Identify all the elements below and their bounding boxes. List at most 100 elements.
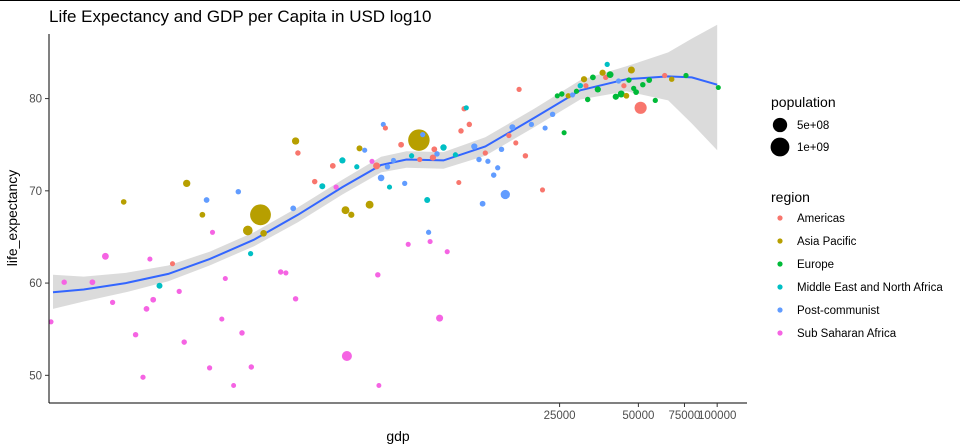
smooth-line-layer — [52, 75, 718, 294]
data-point — [248, 364, 255, 370]
data-point — [339, 157, 346, 164]
data-point — [219, 316, 225, 322]
data-point — [482, 150, 488, 156]
data-point — [466, 121, 473, 128]
data-point — [405, 241, 411, 247]
legend: population region 5e+08 1e+09 Americas Asia… — [770, 94, 943, 340]
data-point — [594, 86, 601, 93]
data-point — [573, 88, 580, 94]
x-tick-label: 75000 — [668, 410, 700, 422]
data-point — [444, 249, 450, 255]
data-point — [377, 174, 385, 182]
top-border-line — [0, 0, 960, 1]
data-point — [384, 164, 391, 170]
size-legend-key — [770, 137, 790, 157]
data-point — [599, 69, 606, 76]
data-point — [373, 162, 381, 170]
data-point — [590, 74, 596, 81]
data-point — [623, 92, 630, 99]
data-point — [626, 77, 632, 83]
data-point — [554, 93, 560, 99]
data-point — [498, 146, 505, 153]
x-axis-title: gdp — [386, 428, 410, 444]
data-point — [652, 97, 658, 104]
data-point — [434, 151, 440, 157]
color-legend-key — [777, 238, 783, 244]
data-point — [452, 152, 459, 158]
data-point — [382, 125, 388, 131]
data-point — [513, 140, 519, 146]
size-legend-label: 1e+09 — [797, 142, 829, 154]
data-point — [231, 383, 237, 388]
data-point — [176, 288, 182, 295]
data-point — [565, 93, 572, 99]
points-layer — [48, 61, 721, 388]
data-point — [247, 250, 254, 257]
data-point — [329, 163, 336, 169]
data-point — [458, 128, 464, 134]
data-point — [120, 199, 127, 205]
data-point — [580, 76, 588, 83]
smooth-line — [52, 75, 718, 294]
data-point — [539, 187, 546, 193]
data-point — [140, 374, 146, 380]
data-point — [633, 89, 639, 95]
data-point — [199, 211, 206, 218]
data-point — [583, 83, 589, 89]
color-legend-title: region — [771, 189, 810, 205]
data-point — [506, 132, 512, 139]
data-point — [386, 184, 393, 190]
data-point — [398, 141, 404, 148]
data-point — [390, 157, 397, 163]
data-point — [490, 172, 497, 178]
data-point — [203, 197, 210, 203]
data-point — [627, 66, 635, 74]
data-point — [456, 179, 462, 186]
color-legend-label: Asia Pacific — [797, 236, 857, 248]
data-point — [577, 82, 584, 89]
data-point — [615, 78, 622, 84]
data-point — [561, 130, 567, 136]
data-point — [181, 339, 187, 345]
data-point — [516, 86, 522, 93]
data-point — [479, 200, 486, 207]
data-point — [662, 72, 668, 79]
color-legend-key — [777, 330, 783, 336]
data-point — [495, 165, 501, 171]
data-point — [109, 299, 116, 306]
data-point — [471, 143, 478, 150]
data-point — [311, 178, 318, 185]
data-point — [291, 137, 300, 145]
axes-layer — [48, 34, 747, 404]
data-point — [61, 279, 67, 285]
data-point — [417, 156, 423, 163]
data-point — [375, 272, 381, 278]
data-point — [463, 105, 469, 111]
data-point — [634, 101, 647, 114]
data-point — [621, 83, 627, 89]
data-point — [376, 383, 382, 388]
data-point — [420, 131, 426, 138]
data-point — [528, 121, 535, 128]
data-point — [222, 275, 228, 282]
data-point — [206, 365, 213, 371]
data-point — [147, 256, 153, 262]
data-point — [612, 93, 619, 100]
data-point — [356, 145, 363, 152]
data-point — [239, 330, 245, 336]
data-point — [424, 197, 431, 203]
data-point — [362, 147, 368, 153]
data-point — [132, 331, 139, 338]
data-point — [408, 129, 430, 151]
y-tick-label: 60 — [29, 278, 42, 290]
data-point — [606, 71, 614, 79]
color-legend-label: Post-communist — [797, 305, 880, 317]
size-legend-label: 5e+08 — [797, 120, 829, 132]
data-point — [101, 252, 109, 260]
data-point — [440, 144, 447, 151]
data-point — [48, 319, 54, 325]
color-legend-key — [777, 261, 783, 267]
color-legend-key — [777, 215, 783, 221]
color-legend-key — [777, 284, 783, 290]
